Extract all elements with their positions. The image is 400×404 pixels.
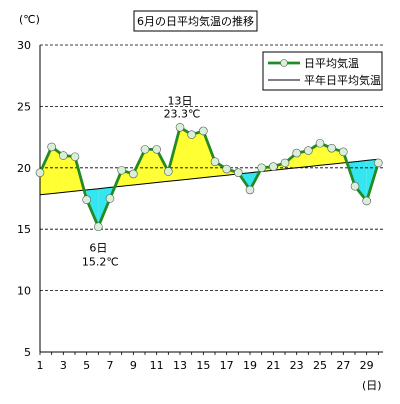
daily-temperature-point	[315, 138, 325, 148]
annotation-day-label: 13日	[168, 94, 193, 107]
x-tick-label: 25	[313, 359, 327, 372]
daily-temperature-point	[175, 122, 185, 132]
x-tick-label: 1	[37, 359, 44, 372]
daily-temperature-point	[117, 165, 126, 175]
normal-temperature-line	[39, 158, 379, 196]
above-normal-fill	[145, 149, 157, 184]
daily-temperature-point	[222, 164, 231, 174]
y-axis-unit: (℃)	[19, 13, 40, 26]
legend-daily-marker	[280, 59, 288, 67]
x-tick-label: 5	[83, 359, 90, 372]
x-tick-label: 17	[220, 359, 234, 372]
above-normal-fill	[203, 131, 215, 178]
y-tick-label: 25	[17, 100, 31, 113]
annotation-day-label: 6日	[89, 242, 107, 255]
daily-temperature-point	[94, 222, 103, 232]
x-tick-label: 7	[107, 359, 114, 372]
title-layer: 6月の日平均気温の推移	[133, 10, 258, 32]
daily-temperature-point	[234, 168, 243, 178]
daily-temperature-point	[59, 151, 68, 160]
daily-temperature-point	[269, 162, 278, 171]
daily-temperature-point	[82, 195, 91, 205]
daily-temperature-point	[374, 158, 383, 168]
daily-temperature-point	[245, 185, 255, 195]
below-normal-fill	[355, 160, 367, 201]
daily-temperature-point	[140, 145, 150, 154]
x-tick-label: 19	[243, 359, 257, 372]
daily-temperature-point	[70, 152, 80, 162]
annotation-value-label: 23.3℃	[164, 107, 201, 120]
annotation-value-label: 15.2℃	[82, 256, 119, 269]
y-tick-label: 10	[17, 285, 31, 298]
legend-normal-label: 平年日平均気温	[304, 73, 381, 87]
x-axis-unit: (日)	[362, 379, 382, 392]
x-tick-label: 15	[196, 359, 210, 372]
above-normal-fill	[63, 155, 75, 193]
daily-temperature-point	[35, 168, 45, 178]
x-tick-label: 11	[150, 359, 164, 372]
daily-temperature-point	[199, 126, 208, 136]
daily-temperature-point	[339, 147, 348, 157]
chart-title: 6月の日平均気温の推移	[137, 14, 254, 28]
daily-temperature-point	[187, 130, 196, 139]
legend-daily-label: 日平均気温	[304, 56, 359, 70]
x-tick-label: 27	[336, 359, 350, 372]
daily-temperature-point	[304, 146, 313, 155]
daily-temperature-point	[47, 142, 56, 152]
x-tick-label: 13	[173, 359, 187, 372]
daily-temperature-point	[280, 158, 290, 168]
daily-temperature-point	[105, 194, 115, 203]
above-normal-fill	[191, 131, 204, 179]
daily-temperature-point	[164, 167, 173, 176]
x-tick-label: 3	[60, 359, 67, 372]
y-tick-label: 30	[17, 39, 31, 52]
daily-temperature-point	[292, 148, 301, 158]
daily-temperature-point	[257, 163, 266, 173]
daily-temperature-point	[129, 169, 138, 179]
daily-temperature-point	[350, 181, 360, 191]
daily-temperature-point	[210, 157, 220, 166]
y-tick-label: 20	[17, 162, 31, 175]
series-layer	[35, 122, 383, 232]
x-tick-label: 29	[360, 359, 374, 372]
y-tick-label: 5	[24, 346, 31, 359]
above-normal-fill	[40, 146, 52, 195]
chart-title-box	[133, 10, 258, 32]
daily-temperature-point	[152, 145, 161, 154]
x-tick-label: 9	[130, 359, 137, 372]
above-normal-fill	[180, 127, 192, 181]
daily-temperature-point	[362, 196, 371, 206]
x-tick-label: 23	[290, 359, 304, 372]
y-tick-label: 15	[17, 223, 31, 236]
daily-temperature-point	[327, 143, 336, 153]
legend-box	[262, 51, 383, 91]
x-tick-label: 21	[266, 359, 280, 372]
above-normal-fill	[215, 161, 227, 177]
